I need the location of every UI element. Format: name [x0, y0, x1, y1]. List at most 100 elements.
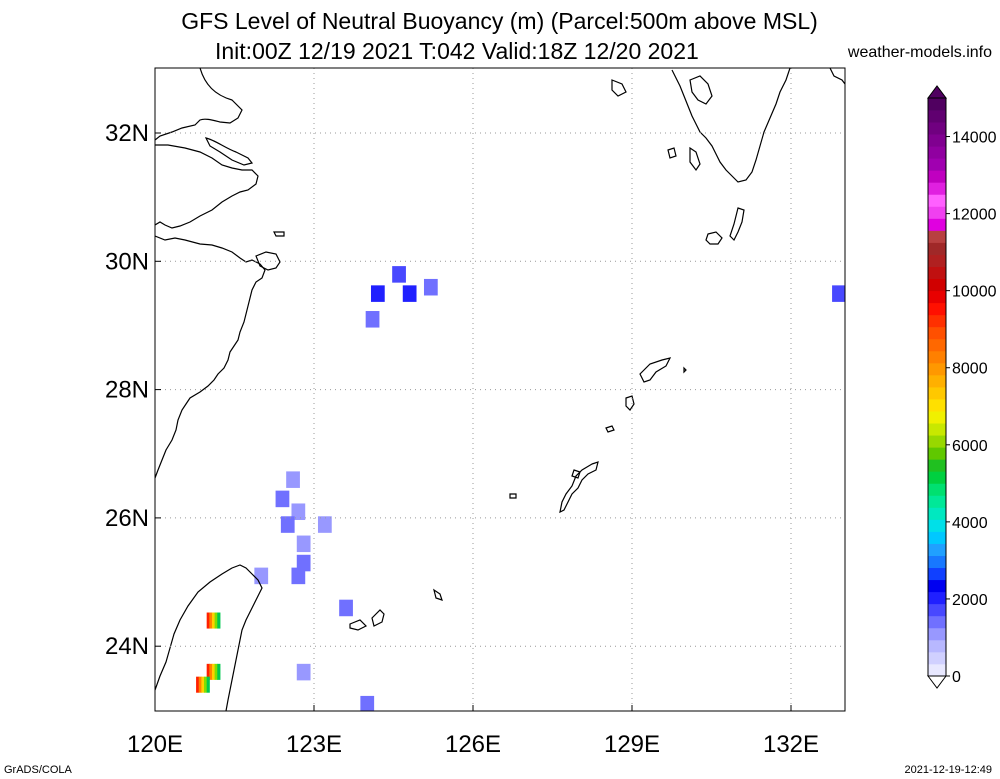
colorbar-max-arrow: [927, 85, 947, 99]
amami-oshima: [639, 357, 672, 383]
lnb-cell: [275, 490, 290, 508]
lnb-cell-high: [206, 663, 221, 680]
colorbar-label: 4000: [952, 515, 988, 532]
colorbar-segment: [928, 411, 946, 424]
colorbar-segment: [928, 471, 946, 484]
footer-credit: GrADS/COLA: [4, 764, 72, 776]
lake-outline: [204, 137, 254, 166]
kyushu-coastline: [671, 68, 845, 183]
colorbar-segment: [928, 639, 946, 653]
lnb-cell: [280, 516, 295, 533]
coastal-island: [273, 231, 285, 237]
colorbar-label: 12000: [952, 207, 997, 224]
colorbar-segment: [928, 206, 946, 219]
y-tick-label: 32N: [105, 120, 149, 147]
colorbar-segment: [928, 663, 946, 677]
colorbar-min-arrow: [927, 675, 947, 689]
lnb-cell-stripe: [217, 612, 221, 629]
colorbar-segment: [928, 134, 946, 147]
island: [689, 146, 701, 172]
colorbar-segment: [928, 579, 946, 593]
colorbar-segment: [928, 483, 946, 496]
lnb-cell-stripe: [206, 612, 210, 629]
x-tick-label: 129E: [604, 731, 660, 758]
lnb-cell: [360, 695, 375, 711]
china-coastline: [155, 68, 266, 479]
colorbar-segment: [928, 278, 946, 292]
colorbar-segment: [928, 218, 946, 231]
x-tick-label: 132E: [763, 731, 819, 758]
lnb-cell: [370, 285, 385, 302]
colorbar-label: 8000: [952, 361, 988, 378]
island: [509, 493, 517, 499]
lnb-cell-high: [196, 676, 210, 693]
colorbar-segment: [928, 603, 946, 617]
colorbar: 0 2000 4000 6000 8000 10000 12000 14000: [927, 85, 997, 689]
colorbar-label: 10000: [952, 284, 997, 301]
colorbar-segment: [928, 362, 946, 376]
lnb-cell: [291, 567, 306, 585]
island: [605, 425, 615, 433]
colorbar-segment: [928, 507, 946, 520]
colorbar-segment: [928, 399, 946, 412]
colorbar-segment: [928, 146, 946, 159]
colorbar-segment: [928, 254, 946, 267]
island: [611, 79, 627, 97]
colorbar-segment: [928, 242, 946, 255]
y-tick-label: 28N: [105, 377, 149, 404]
site-credit: weather-models.info: [847, 44, 992, 61]
map-title: GFS Level of Neutral Buoyancy (m) (Parce…: [181, 8, 818, 34]
island: [689, 75, 713, 105]
lnb-cell: [296, 663, 311, 681]
colorbar-segment: [928, 98, 946, 111]
colorbar-segment: [928, 230, 946, 243]
x-tick-label: 126E: [445, 731, 501, 758]
y-tick-label: 24N: [105, 633, 149, 660]
colorbar-segment: [928, 338, 946, 352]
island: [625, 395, 635, 411]
lnb-cell-stripe: [209, 612, 213, 629]
tanegashima: [729, 207, 745, 242]
colorbar-frame: [927, 97, 947, 677]
colorbar-segment: [928, 194, 946, 207]
okinawa: [559, 461, 599, 514]
colorbar-segment: [928, 423, 946, 436]
lnb-cell-stripe: [217, 663, 221, 680]
colorbar-segment: [928, 350, 946, 364]
colorbar-segment: [928, 387, 946, 400]
lnb-cell: [832, 285, 845, 302]
lnb-cell-stripe: [209, 663, 213, 680]
lnb-cell: [339, 599, 353, 617]
coastlines: [155, 68, 845, 711]
colorbar-label: 2000: [952, 592, 988, 609]
lnb-cell-stripe: [201, 676, 205, 693]
lnb-cell-stripe: [211, 663, 216, 680]
colorbar-segment: [928, 435, 946, 448]
colorbar-segment: [928, 122, 946, 135]
lnb-cell-stripe: [214, 612, 218, 629]
lnb-cell-stripe: [196, 676, 200, 693]
colorbar-segment: [928, 591, 946, 605]
x-tick-label: 123E: [286, 731, 342, 758]
colorbar-segment: [928, 531, 946, 544]
lnb-cell-stripe: [198, 676, 202, 693]
lnb-cell: [291, 503, 306, 521]
island: [433, 588, 443, 601]
lnb-cell: [296, 535, 311, 553]
colorbar-segment: [928, 543, 946, 556]
taiwan-coastline: [155, 564, 263, 711]
colorbar-segment: [928, 266, 946, 280]
colorbar-segment: [928, 182, 946, 195]
lnb-cell-high: [206, 612, 221, 629]
colorbar-segment: [928, 627, 946, 641]
graticule: [155, 68, 845, 711]
colorbar-segment: [928, 170, 946, 183]
colorbar-segment: [928, 290, 946, 304]
island: [683, 366, 687, 374]
lnb-field: [196, 266, 845, 711]
island: [667, 147, 677, 159]
colorbar-segment: [928, 447, 946, 460]
x-tick-label: 120E: [127, 731, 183, 758]
lnb-cell-stripe: [214, 663, 218, 680]
